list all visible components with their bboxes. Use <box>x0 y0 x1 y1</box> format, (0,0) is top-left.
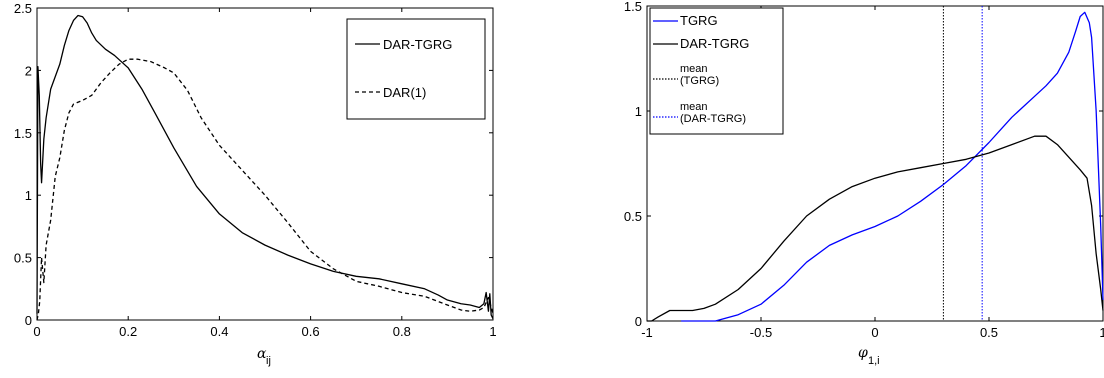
chart-2-xlabel: φ 1,i <box>858 345 880 367</box>
chart-2-xlabel-sub: 1,i <box>868 355 880 367</box>
chart-1-ytick-label: 0.5 <box>14 251 32 266</box>
chart-1-xtick-label: 0 <box>33 324 40 339</box>
chart-2-xtick-label: 0.5 <box>980 325 998 340</box>
legend-label-tgrg: TGRG <box>680 13 718 28</box>
legend-label-mean-tgrg-2: (TGRG) <box>680 75 719 87</box>
chart-2-xlabel-main: φ <box>858 345 868 361</box>
chart-1-series-dar-1- <box>36 58 494 321</box>
chart-1-legend-box <box>346 18 486 120</box>
chart-1-ytick-label: 2 <box>25 63 32 78</box>
chart-1-xtick-label: 0.6 <box>302 324 320 339</box>
legend-label-dar-tgrg-2: DAR-TGRG <box>680 36 749 51</box>
chart-1-xtick-label: 0.2 <box>119 324 137 339</box>
chart-2-xtick-label: -1 <box>641 325 653 340</box>
chart-1: 0 0.2 0.4 0.6 0.8 1 0 0.5 1 1.5 2 2.5 DAR-TGRG DAR(… <box>14 1 497 367</box>
chart-1-xlabel-main: α <box>257 346 267 362</box>
legend-label-mean-dar-tgrg-1: mean <box>680 101 708 113</box>
chart-2-legend: TGRG DAR-TGRG mean (TGRG) mean (DAR-TGRG… <box>649 7 784 135</box>
legend-label-dar-tgrg: DAR-TGRG <box>383 37 452 52</box>
chart-1-xtick-label: 0.8 <box>393 324 411 339</box>
chart-2-ytick-label: 0 <box>635 314 642 329</box>
chart-2-lines <box>647 6 1104 322</box>
chart-1-xlabel: α ij <box>257 346 271 367</box>
chart-1-ticks: 0 0.2 0.4 0.6 0.8 1 0 0.5 1 1.5 2 2.5 <box>14 1 497 339</box>
chart-1-legend: DAR-TGRG DAR(1) <box>346 18 486 120</box>
chart-2-ticks: -1 -0.5 0 0.5 1 0 0.5 1 1.5 <box>624 0 1104 340</box>
chart-2-xtick-label: 1 <box>1099 325 1104 340</box>
chart-1-lines <box>36 14 494 321</box>
chart-2: -1 -0.5 0 0.5 1 0 0.5 1 1.5 TGRG DAR-TGRG mean (… <box>624 0 1104 367</box>
chart-2-ytick-label: 1.5 <box>624 0 642 14</box>
chart-2-ytick-label: 1 <box>635 104 642 119</box>
legend-label-mean-dar-tgrg-2: (DAR-TGRG) <box>680 113 746 125</box>
chart-2-xtick-label: 0 <box>871 325 878 340</box>
chart-2-series-dar-tgrg <box>647 135 1104 322</box>
chart-1-xlabel-sub: ij <box>266 355 271 367</box>
chart-1-ytick-label: 1 <box>25 188 32 203</box>
chart-2-xtick-label: -0.5 <box>750 325 772 340</box>
chart-2-ytick-label: 0.5 <box>624 209 642 224</box>
chart-1-ytick-label: 2.5 <box>14 1 32 16</box>
chart-2-legend-box <box>649 7 784 135</box>
legend-label-dar1: DAR(1) <box>383 85 426 100</box>
chart-1-xtick-label: 0.4 <box>210 324 228 339</box>
chart-1-series-dar-tgrg <box>36 14 494 320</box>
legend-label-mean-tgrg-1: mean <box>680 63 708 75</box>
chart-1-ytick-label: 0 <box>25 313 32 328</box>
chart-1-ytick-label: 1.5 <box>14 126 32 141</box>
chart-1-xtick-label: 1 <box>489 324 496 339</box>
chart-2-series-tgrg <box>681 11 1104 322</box>
